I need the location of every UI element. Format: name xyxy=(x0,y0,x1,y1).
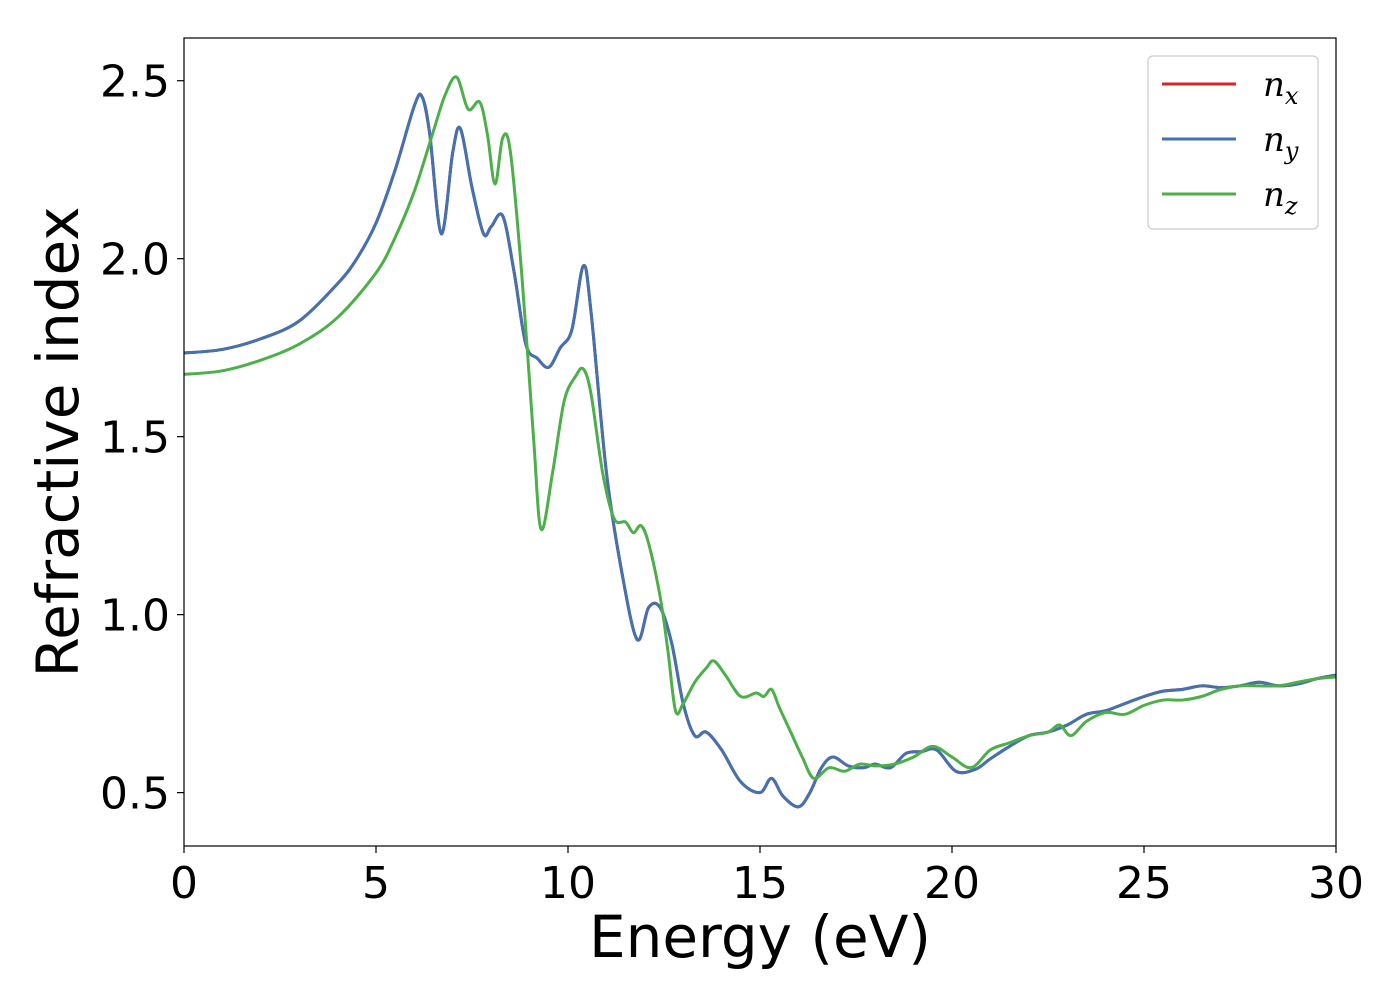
y-tick-label: 2.0 xyxy=(100,235,170,286)
x-axis-label: Energy (eV) xyxy=(589,903,931,971)
x-tick-label: 5 xyxy=(362,858,390,909)
y-axis-label: Refractive index xyxy=(24,206,92,677)
x-tick-label: 15 xyxy=(732,858,788,909)
x-axis: 0 5 10 15 20 25 30 xyxy=(170,846,1364,909)
y-tick-label: 0.5 xyxy=(100,769,170,820)
y-tick-label: 1.0 xyxy=(100,591,170,642)
legend-label-n-y: ny xyxy=(1263,120,1299,165)
x-tick-label: 20 xyxy=(924,858,980,909)
legend-label-n-x: nx xyxy=(1263,65,1299,110)
y-tick-label: 1.5 xyxy=(100,413,170,464)
plot-background xyxy=(184,38,1336,846)
y-axis: 0.5 1.0 1.5 2.0 2.5 xyxy=(100,57,184,820)
x-tick-label: 25 xyxy=(1116,858,1172,909)
x-tick-label: 0 xyxy=(170,858,198,909)
series-line-n-z xyxy=(184,75,1336,780)
legend-frame xyxy=(1147,55,1319,230)
x-tick-label: 30 xyxy=(1308,858,1364,909)
series-line-n-y xyxy=(184,92,1336,809)
legend-label-n-z: nz xyxy=(1263,175,1298,220)
x-tick-label: 10 xyxy=(540,858,596,909)
legend: nx ny nz xyxy=(1147,55,1319,230)
y-tick-label: 2.5 xyxy=(100,57,170,108)
series-layer xyxy=(184,75,1336,809)
